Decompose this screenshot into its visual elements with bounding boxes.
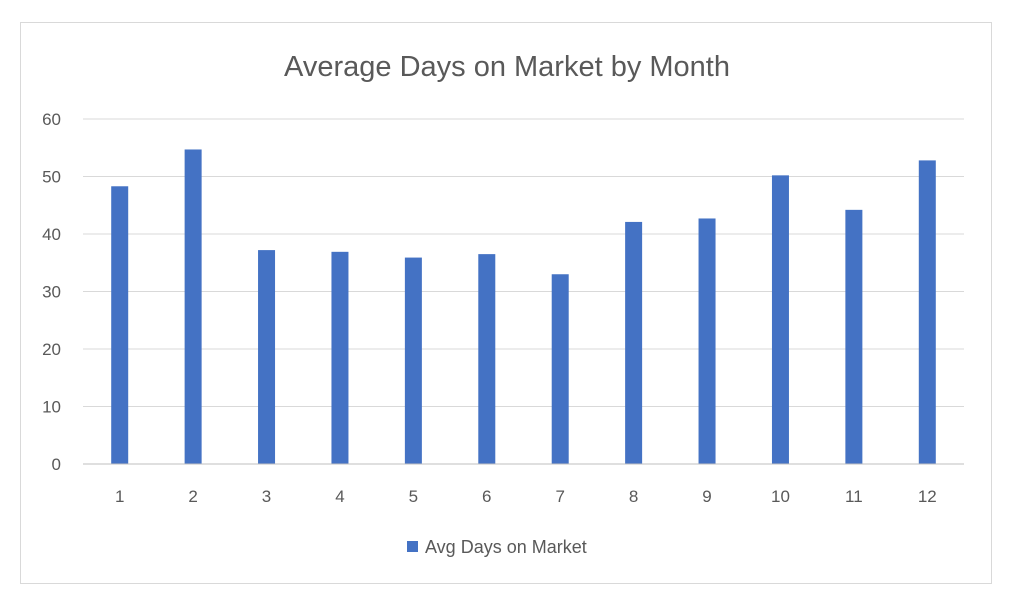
y-tick-label: 40 [42, 225, 61, 244]
bar-month-9 [698, 218, 716, 464]
bar-month-4 [331, 251, 349, 464]
bar-month-3 [258, 250, 276, 464]
x-tick-label: 4 [335, 487, 344, 506]
x-tick-label: 11 [845, 487, 863, 506]
x-tick-label: 2 [188, 487, 197, 506]
x-axis-tick-labels: 1 2 3 4 5 6 7 8 9 10 11 12 [115, 487, 937, 506]
legend: Avg Days on Market [407, 537, 587, 557]
legend-swatch [407, 541, 418, 552]
x-tick-label: 12 [918, 487, 937, 506]
y-tick-label: 0 [52, 455, 61, 474]
x-tick-label: 5 [409, 487, 418, 506]
bar-series [111, 149, 936, 464]
x-tick-label: 9 [702, 487, 711, 506]
legend-label: Avg Days on Market [425, 537, 587, 557]
x-tick-label: 8 [629, 487, 638, 506]
chart-area [20, 22, 992, 584]
bar-month-11 [845, 209, 863, 464]
y-tick-label: 30 [42, 283, 61, 302]
y-tick-label: 10 [42, 398, 61, 417]
x-tick-label: 10 [771, 487, 790, 506]
chart-title: Average Days on Market by Month [284, 51, 730, 83]
gridlines [83, 118, 964, 407]
y-axis-tick-labels: 0 10 20 30 40 50 60 [42, 110, 61, 474]
y-tick-label: 60 [42, 110, 61, 129]
bar-month-2 [184, 149, 202, 464]
bar-month-5 [404, 257, 422, 464]
bar-month-6 [478, 254, 496, 464]
bar-month-1 [111, 186, 129, 464]
bar-month-12 [918, 160, 936, 464]
bar-month-10 [771, 175, 789, 464]
x-tick-label: 7 [555, 487, 564, 506]
x-tick-label: 6 [482, 487, 491, 506]
x-tick-label: 3 [262, 487, 271, 506]
y-tick-label: 20 [42, 340, 61, 359]
y-tick-label: 50 [42, 168, 61, 187]
x-tick-label: 1 [115, 487, 124, 506]
bar-month-7 [551, 274, 569, 464]
bar-month-8 [625, 221, 643, 464]
